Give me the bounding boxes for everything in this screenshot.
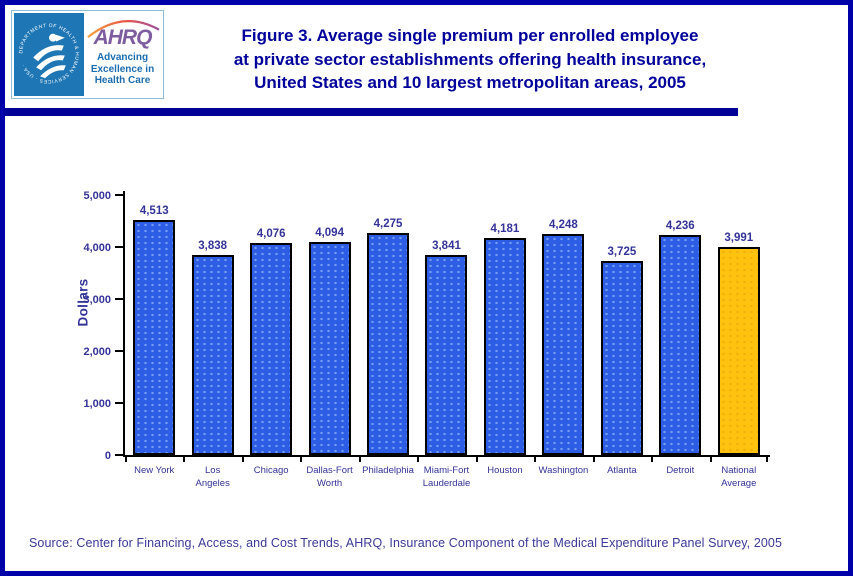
x-tick-mark — [300, 457, 303, 462]
bar-value-label: 4,275 — [373, 218, 403, 230]
plot-area: 4,513 3,838 4,076 4,094 4,275 3,841 4,181 4,248… — [125, 195, 768, 455]
bar-philadelphia — [367, 233, 410, 455]
bar-value-label: 4,181 — [490, 223, 520, 235]
category-label: Houston — [487, 465, 523, 476]
hhs-logo: DEPARTMENT OF HEALTH & HUMAN SERVICES · … — [14, 13, 84, 96]
bar-slot: 3,838 — [183, 195, 241, 455]
source-note: Source: Center for Financing, Access, an… — [29, 536, 783, 550]
bar-slot: 3,841 — [417, 195, 475, 455]
x-tick-mark — [592, 457, 595, 462]
bar-value-label: 3,838 — [198, 240, 228, 252]
category-label: Washington — [538, 465, 589, 476]
ahrq-tagline: Advancing Excellence in Health Care — [90, 52, 155, 86]
x-tick-mark — [358, 457, 361, 462]
y-tick-mark — [115, 454, 123, 456]
ahrq-logo: AHRQ Advancing Excellence in Health Care — [84, 13, 161, 96]
y-tick-mark — [115, 194, 123, 196]
y-tick-label: 2,000 — [83, 346, 111, 358]
agency-logo: DEPARTMENT OF HEALTH & HUMAN SERVICES · … — [11, 10, 164, 99]
y-tick-label: 3,000 — [83, 294, 111, 306]
figure-title: Figure 3. Average single premium per enr… — [233, 26, 707, 92]
category-label: Miami-Fort Lauderdale — [422, 465, 471, 489]
bar-miami-fort-lauderdale — [425, 255, 468, 455]
bar-value-label: 4,076 — [256, 228, 286, 240]
bar-slot: 4,248 — [534, 195, 592, 455]
y-tick-mark — [115, 350, 123, 352]
ahrq-rainbow-arc-icon — [87, 20, 160, 38]
bar-slot: 4,236 — [651, 195, 709, 455]
y-tick-mark — [115, 402, 123, 404]
category-label: National Average — [721, 465, 757, 489]
y-tick-mark — [115, 246, 123, 248]
category-label: Dallas-Fort Worth — [306, 465, 353, 489]
category-label: Chicago — [253, 465, 289, 476]
x-tick-mark — [125, 457, 127, 462]
bar-los-angeles — [191, 255, 234, 455]
category-label: Detroit — [666, 465, 695, 476]
bar-value-label: 3,725 — [607, 246, 637, 258]
bar-slot: 4,076 — [242, 195, 300, 455]
bar-value-label: 4,236 — [665, 220, 695, 232]
bar-atlanta — [600, 261, 643, 455]
bar-slot: 3,991 — [710, 195, 768, 455]
bar-detroit — [659, 235, 702, 455]
category-label: Atlanta — [607, 465, 637, 476]
bar-slot: 4,094 — [300, 195, 358, 455]
bar-new-york — [133, 220, 176, 455]
y-tick-label: 5,000 — [83, 190, 111, 202]
x-axis-category-labels: New York Los Angeles Chicago Dallas-Fort Wo… — [125, 465, 768, 490]
category-label: Philadelphia — [362, 465, 414, 476]
bar-washington — [542, 234, 585, 455]
x-tick-mark — [766, 457, 768, 462]
x-axis-line — [123, 455, 770, 457]
x-tick-mark — [183, 457, 186, 462]
y-tick-label: 4,000 — [83, 242, 111, 254]
bar-houston — [483, 238, 526, 455]
bar-dallas-fort-worth — [308, 242, 351, 455]
bar-chicago — [250, 243, 293, 455]
ahrq-acronym: AHRQ — [93, 26, 153, 49]
y-tick-label: 0 — [104, 450, 111, 462]
x-tick-mark — [417, 457, 420, 462]
x-tick-mark — [241, 457, 244, 462]
bar-slot: 4,513 — [125, 195, 183, 455]
x-tick-mark — [475, 457, 478, 462]
bar-slot: 4,275 — [359, 195, 417, 455]
hhs-eagle-icon: DEPARTMENT OF HEALTH & HUMAN SERVICES · … — [18, 23, 79, 84]
category-label: New York — [134, 465, 175, 476]
header-divider — [5, 108, 738, 116]
bar-national-average — [717, 247, 760, 455]
y-axis-tick-marks — [115, 194, 123, 456]
x-tick-mark — [651, 457, 654, 462]
y-tick-mark — [115, 298, 123, 300]
bar-value-label: 3,841 — [432, 240, 461, 252]
bar-value-label: 3,991 — [724, 232, 754, 244]
bar-slot: 3,725 — [593, 195, 651, 455]
y-tick-label: 1,000 — [83, 398, 111, 410]
svg-text:DEPARTMENT OF HEALTH & HUMAN S: DEPARTMENT OF HEALTH & HUMAN SERVICES · … — [18, 23, 79, 84]
y-axis-tick-labels: 0 1,000 2,000 3,000 4,000 5,000 — [57, 190, 111, 462]
bar-slot: 4,181 — [476, 195, 534, 455]
bar-value-label: 4,094 — [315, 227, 344, 239]
x-tick-mark — [534, 457, 537, 462]
y-axis-line — [123, 191, 125, 457]
bar-value-label: 4,248 — [549, 219, 578, 231]
x-tick-mark — [709, 457, 712, 462]
x-axis-tick-marks — [125, 457, 768, 462]
bar-value-label: 4,513 — [139, 205, 169, 217]
category-label: Los Angeles — [195, 465, 230, 489]
